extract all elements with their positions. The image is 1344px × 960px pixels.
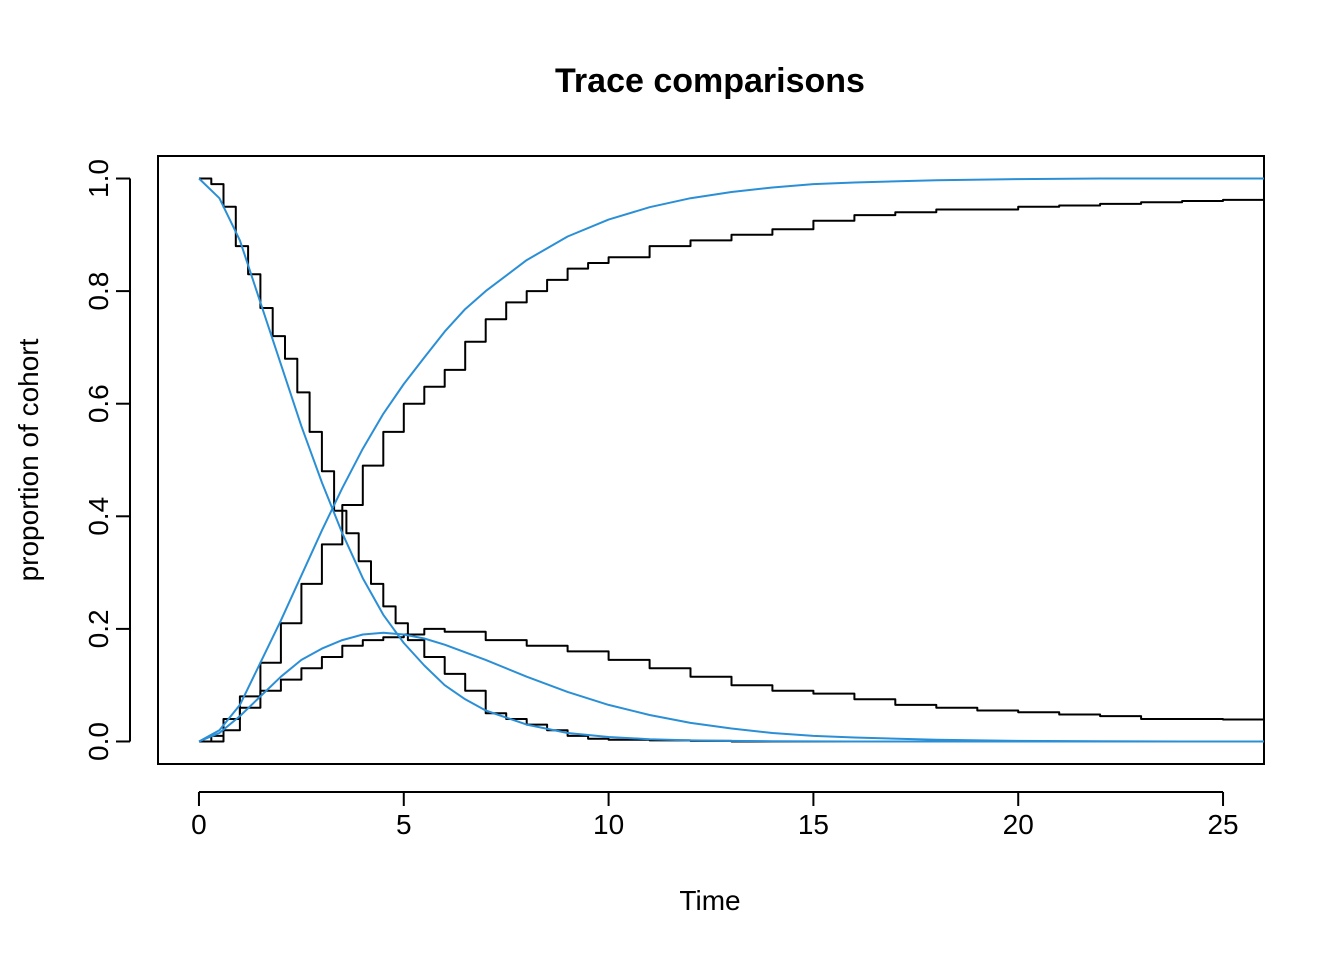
x-axis: 0 5 10 15 20 25 [191, 791, 1239, 840]
simulated-series-line-1 [199, 177, 1264, 743]
y-tick-label: 0.4 [83, 497, 114, 536]
y-tick-label: 1.0 [83, 159, 114, 198]
x-tick-label: 0 [191, 809, 207, 840]
x-tick-label: 25 [1207, 809, 1238, 840]
plot-frame [157, 155, 1265, 765]
y-tick-label: 0.6 [83, 384, 114, 423]
y-tick-label: 0.8 [83, 272, 114, 311]
simulated-series-line-2 [199, 627, 1264, 743]
model-series-line-6 [198, 177, 1264, 743]
x-tick-label: 5 [396, 809, 412, 840]
chart-title: Trace comparisons [555, 62, 865, 100]
x-tick-label: 20 [1003, 809, 1034, 840]
simulated-series-line-3 [199, 198, 1264, 743]
series-layer [198, 177, 1264, 743]
model-series-line-4 [198, 177, 1264, 743]
y-axis: 0.0 0.2 0.4 0.6 0.8 1.0 [83, 159, 131, 761]
y-tick-label: 0.0 [83, 722, 114, 761]
model-series-line-5 [198, 631, 1264, 743]
y-tick-label: 0.2 [83, 609, 114, 648]
y-axis-label: proportion of cohort [13, 338, 44, 581]
x-tick-label: 10 [593, 809, 624, 840]
x-axis-label: Time [679, 885, 740, 916]
x-tick-label: 15 [798, 809, 829, 840]
